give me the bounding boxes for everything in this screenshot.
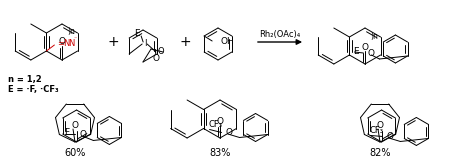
Text: 82%: 82% — [369, 148, 391, 158]
Text: E: E — [135, 30, 140, 38]
Text: n = 1,2: n = 1,2 — [8, 75, 42, 84]
Text: I: I — [144, 38, 146, 47]
Text: O: O — [158, 47, 164, 57]
Text: O: O — [226, 128, 233, 137]
Text: 83%: 83% — [210, 148, 231, 158]
Text: E = ·F, ·CF₃: E = ·F, ·CF₃ — [8, 85, 59, 94]
Text: O: O — [58, 37, 65, 46]
Text: F: F — [64, 128, 70, 137]
Text: CF₃: CF₃ — [209, 120, 223, 129]
Text: N: N — [68, 38, 75, 47]
Text: =N: =N — [57, 38, 71, 47]
Text: CF₃: CF₃ — [369, 126, 383, 135]
Text: O: O — [386, 132, 393, 141]
Text: ⁻: ⁻ — [73, 37, 77, 43]
Text: 60%: 60% — [64, 148, 86, 158]
Text: +: + — [179, 35, 191, 49]
Text: )n: )n — [67, 27, 75, 36]
Text: O: O — [72, 120, 79, 129]
Text: O: O — [367, 49, 374, 58]
Text: O: O — [79, 130, 86, 139]
Text: +: + — [107, 35, 119, 49]
Text: O: O — [376, 120, 383, 129]
Text: OH: OH — [220, 37, 234, 46]
Text: O: O — [153, 54, 159, 63]
Text: Rh₂(OAc)₄: Rh₂(OAc)₄ — [259, 30, 301, 39]
Text: O: O — [362, 43, 368, 52]
Text: O: O — [217, 117, 224, 126]
Text: )n: )n — [370, 32, 378, 41]
Text: E: E — [354, 46, 359, 55]
